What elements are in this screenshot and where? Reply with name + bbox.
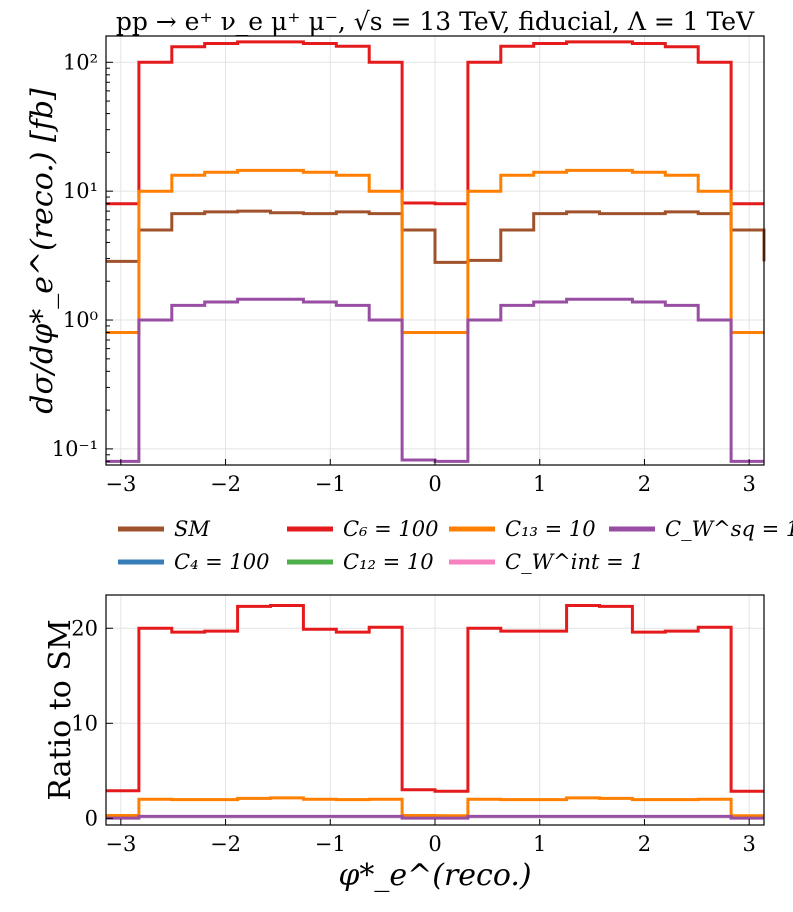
x-tick-label: −1 — [315, 832, 346, 856]
series-step-line — [106, 604, 764, 793]
plot-title: pp → e⁺ ν_e μ⁺ μ⁻, √s = 13 TeV, fiducial… — [116, 7, 755, 36]
legend-label: C_W^int = 1 — [505, 550, 644, 574]
x-tick-label: 2 — [638, 472, 651, 496]
x-tick-label: −3 — [105, 472, 136, 496]
legend-label: C₆ = 100 — [343, 517, 439, 541]
x-tick-label: −2 — [210, 472, 241, 496]
series-step-line — [106, 796, 764, 818]
top-y-axis-title: dσ/dφ*_e^(reco.) [fb] — [25, 88, 60, 414]
x-tick-label: 3 — [742, 832, 755, 856]
x-tick-label: 1 — [533, 832, 546, 856]
x-tick-label: −2 — [210, 832, 241, 856]
legend-label: C₁₃ = 10 — [505, 517, 596, 541]
top-panel-grid — [106, 36, 764, 465]
legend-label: C₁₂ = 10 — [343, 550, 434, 574]
y-tick-label: 10² — [63, 50, 98, 74]
x-tick-label: −3 — [105, 832, 136, 856]
series-step-line — [106, 814, 764, 820]
series-step-line — [106, 168, 764, 334]
bottom-y-axis-title: Ratio to SM — [43, 619, 78, 800]
x-tick-label: −1 — [315, 472, 346, 496]
legend-label: SM — [174, 517, 210, 541]
series-step-line — [106, 40, 764, 206]
x-tick-label: 3 — [742, 472, 755, 496]
y-tick-label: 10¹ — [63, 179, 98, 203]
series-step-line — [106, 209, 766, 264]
x-tick-label: 2 — [638, 832, 651, 856]
legend-label: C₄ = 100 — [174, 550, 270, 574]
legend-label: C_W^sq = 1 — [665, 517, 793, 541]
y-tick-label: 10⁰ — [63, 308, 98, 332]
top-panel-ticks: −3 −2 −1 0 1 2 3 10⁻¹ 10⁰ 10¹ 10² — [52, 50, 756, 496]
x-tick-label: 1 — [533, 472, 546, 496]
y-tick-label: 0 — [85, 806, 98, 830]
x-axis-title: φ*_e^(reco.) — [338, 858, 531, 893]
bottom-panel-ticks: −3 −2 −1 0 1 2 3 0 10 20 — [71, 616, 756, 856]
y-tick-label: 10⁻¹ — [52, 437, 98, 461]
top-panel-series — [106, 40, 766, 463]
legend: SM C₆ = 100 C₁₃ = 10 C_W^sq = 1 C₄ = 100 C₁₂ … — [118, 517, 793, 574]
x-tick-label: 0 — [428, 472, 441, 496]
y-tick-label: 20 — [71, 616, 98, 640]
bottom-panel-series — [106, 604, 764, 820]
y-tick-label: 10 — [71, 711, 98, 735]
x-tick-label: 0 — [428, 832, 441, 856]
bottom-panel-grid — [106, 595, 764, 825]
